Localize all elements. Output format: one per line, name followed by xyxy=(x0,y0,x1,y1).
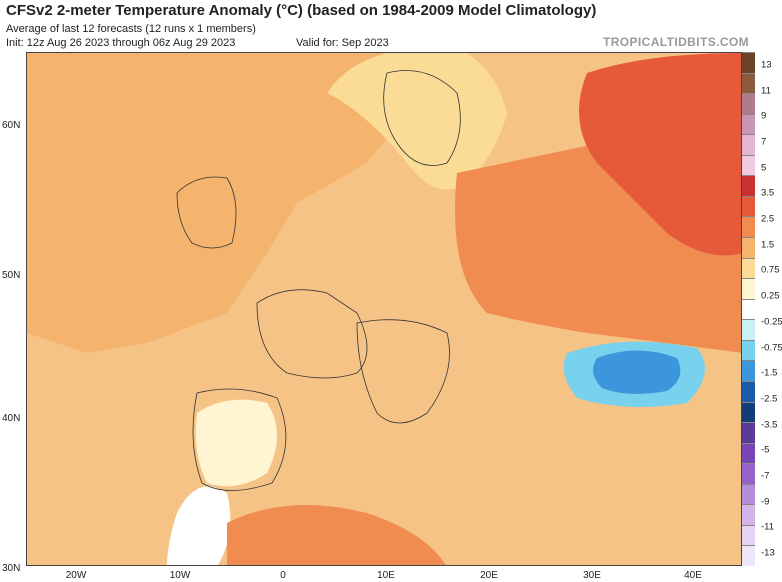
colorbar-segment xyxy=(742,216,755,238)
colorbar-segment xyxy=(742,339,755,361)
brand-watermark: TROPICALTIDBITS.COM xyxy=(603,35,750,49)
colorbar-label: -11 xyxy=(761,521,775,533)
colorbar-segment xyxy=(742,52,755,73)
valid-time: Valid for: Sep 2023 xyxy=(296,37,389,49)
colorbar-segment xyxy=(742,380,755,402)
colorbar-segment xyxy=(742,237,755,258)
colorbar-segment xyxy=(742,298,755,320)
colorbar-segment xyxy=(742,195,755,217)
black-sea-core xyxy=(593,350,681,394)
morocco-cool xyxy=(167,486,231,565)
colorbar-segment xyxy=(742,175,755,196)
lon-label-20w: 20W xyxy=(65,570,87,581)
colorbar-label: 0.75 xyxy=(761,264,780,276)
russia-hot xyxy=(579,53,741,256)
colorbar-segment xyxy=(742,154,755,176)
colorbar-label: 5 xyxy=(761,162,767,174)
colorbar-segment xyxy=(742,93,755,114)
north-africa-warm xyxy=(227,505,446,565)
map-canvas xyxy=(27,53,741,565)
lat-label-60n: 60N xyxy=(2,120,21,131)
colorbar-segment xyxy=(742,545,755,566)
colorbar-label: 11 xyxy=(761,85,771,97)
colorbar-label: 7 xyxy=(761,136,767,148)
colorbar-label: 0.25 xyxy=(761,290,780,302)
colorbar-segment xyxy=(742,257,755,279)
colorbar-segment xyxy=(742,72,755,94)
colorbar-segment xyxy=(742,113,755,135)
colorbar-segment xyxy=(742,524,755,546)
colorbar-segment xyxy=(742,504,755,525)
colorbar-label: -0.25 xyxy=(761,316,782,328)
colorbar-label: -0.75 xyxy=(761,342,782,354)
colorbar-label: -2.5 xyxy=(761,393,778,405)
lon-label-0: 0 xyxy=(280,570,286,581)
colorbar-label: -7 xyxy=(761,470,770,482)
lon-label-20e: 20E xyxy=(480,570,498,581)
colorbar-label: -13 xyxy=(761,547,775,559)
colorbar-label: 3.5 xyxy=(761,187,775,199)
colorbar-segment xyxy=(742,463,755,484)
iberia-cool xyxy=(195,399,277,487)
colorbar-segment xyxy=(742,360,755,381)
colorbar-segment xyxy=(742,278,755,299)
lat-label-30n: 30N xyxy=(2,563,21,574)
anomaly-map xyxy=(26,52,742,566)
init-time: Init: 12z Aug 26 2023 through 06z Aug 29… xyxy=(6,37,236,49)
colorbar-segment xyxy=(742,134,755,155)
chart-title: CFSv2 2-meter Temperature Anomaly (°C) (… xyxy=(6,2,597,19)
colorbar-segment xyxy=(742,401,755,423)
coastlines xyxy=(176,70,461,491)
scandinavia-anomaly xyxy=(327,53,507,190)
colorbar-label: 13 xyxy=(761,59,772,71)
colorbar-label: 1.5 xyxy=(761,239,775,251)
lat-label-50n: 50N xyxy=(2,270,21,281)
colorbar-segment xyxy=(742,483,755,505)
colorbar-label: 2.5 xyxy=(761,213,775,225)
colorbar-segment xyxy=(742,442,755,464)
lon-label-10w: 10W xyxy=(169,570,191,581)
colorbar-label: -5 xyxy=(761,444,770,456)
colorbar-label: -3.5 xyxy=(761,419,778,431)
colorbar-segment xyxy=(742,422,755,443)
colorbar-label: 9 xyxy=(761,110,767,122)
chart-subtitle: Average of last 12 forecasts (12 runs x … xyxy=(6,23,256,35)
colorbar-label: -9 xyxy=(761,496,770,508)
lon-label-10e: 10E xyxy=(377,570,395,581)
lon-label-40e: 40E xyxy=(684,570,702,581)
north-sea-anomaly xyxy=(27,53,407,353)
lat-label-40n: 40N xyxy=(2,413,21,424)
colorbar-segment xyxy=(742,319,755,340)
colorbar-label: -1.5 xyxy=(761,367,778,379)
colorbar: 13 11 9 7 5 3.5 2.5 1.5 0.75 0.25 -0.25 -0.75 -1.5 -2… xyxy=(742,52,782,566)
lon-label-30e: 30E xyxy=(583,570,601,581)
